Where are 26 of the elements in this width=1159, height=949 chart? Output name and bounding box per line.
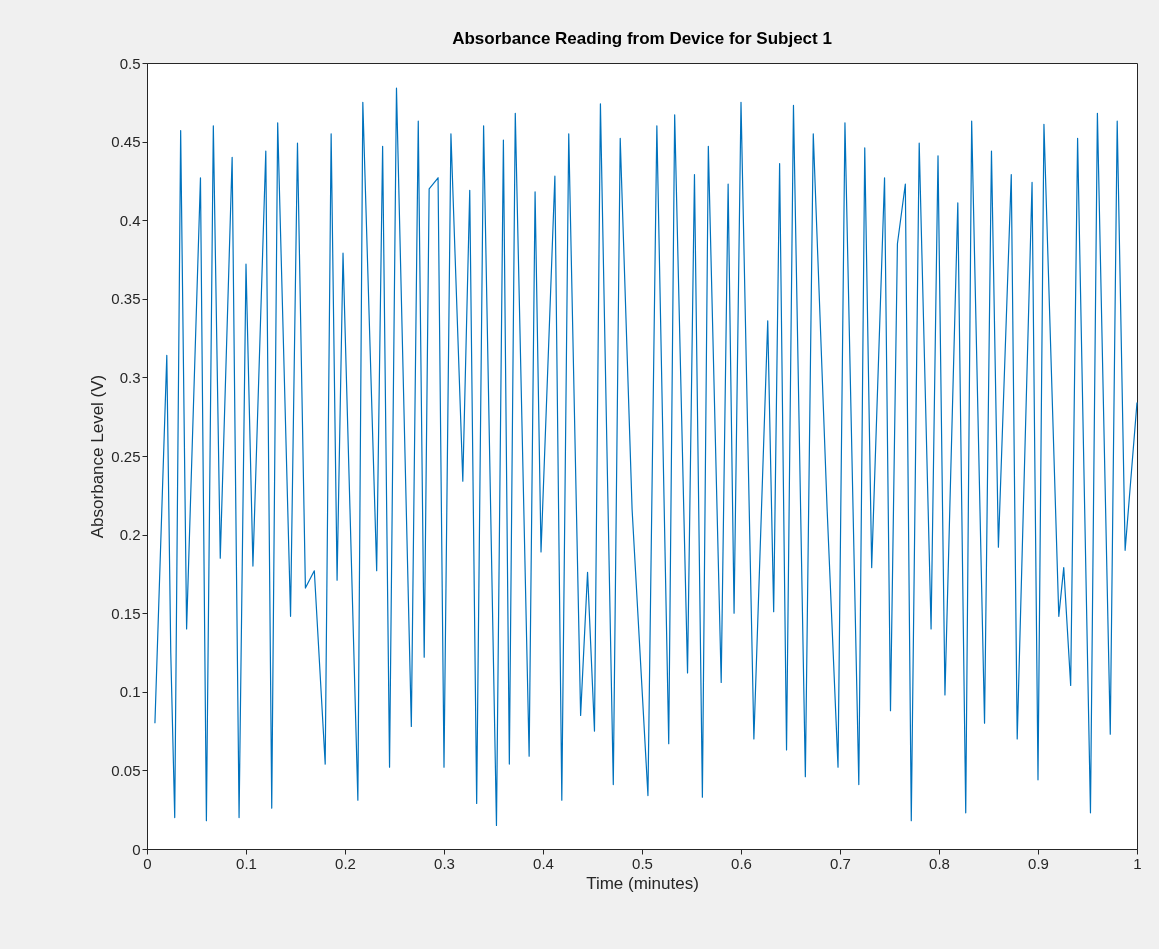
x-tick-label: 0.8 bbox=[929, 854, 950, 872]
x-tick-label: 0.9 bbox=[1028, 854, 1049, 872]
x-tick-label: 0.7 bbox=[830, 854, 851, 872]
y-tick-label: 0.25 bbox=[111, 447, 141, 465]
chart-title: Absorbance Reading from Device for Subject 1 bbox=[452, 29, 832, 48]
x-tick-label: 0.3 bbox=[434, 854, 455, 872]
y-tick-label: 0.05 bbox=[111, 761, 141, 779]
y-tick-label: 0.1 bbox=[119, 683, 141, 701]
x-tick-label: 1 bbox=[1133, 854, 1142, 872]
y-axis-title: Absorbance Level (V) bbox=[88, 374, 108, 539]
y-tick-label: 0.45 bbox=[111, 133, 141, 151]
y-tick-label: 0.35 bbox=[111, 290, 141, 308]
x-tick-label: 0.4 bbox=[533, 854, 554, 872]
y-tick-label: 0.2 bbox=[119, 526, 141, 544]
y-tick-label: 0.4 bbox=[119, 211, 141, 229]
y-tick-label: 0 bbox=[132, 840, 141, 858]
x-tick-label: 0.5 bbox=[632, 854, 653, 872]
y-tick-label: 0.5 bbox=[119, 54, 141, 72]
x-tick-label: 0 bbox=[143, 854, 152, 872]
line-series bbox=[154, 87, 1138, 827]
x-axis-title: Time (minutes) bbox=[586, 873, 699, 893]
x-tick-label: 0.2 bbox=[335, 854, 356, 872]
y-tick-label: 0.3 bbox=[119, 368, 141, 386]
x-tick-label: 0.1 bbox=[236, 854, 257, 872]
x-tick-label: 0.6 bbox=[731, 854, 752, 872]
y-tick-label: 0.15 bbox=[111, 604, 141, 622]
